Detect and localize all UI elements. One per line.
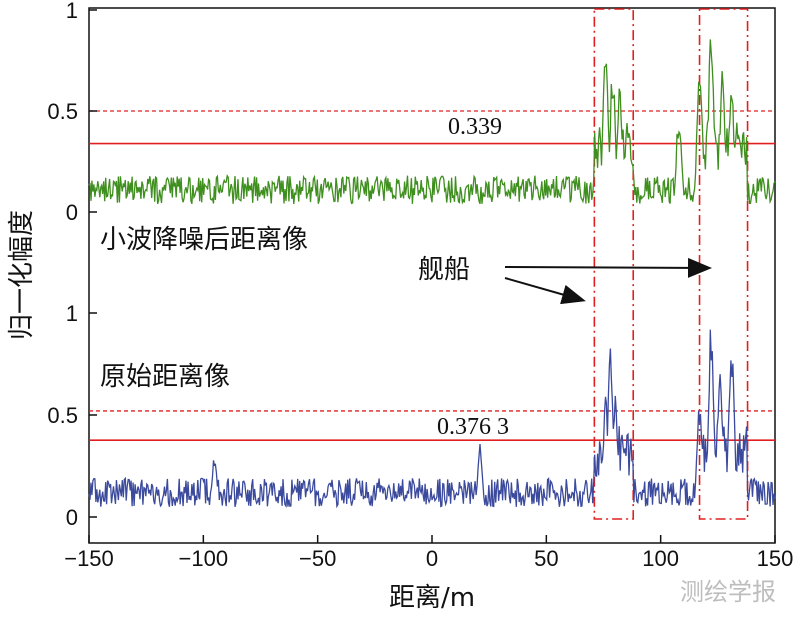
x-axis: −150 −100 −50 0 50 100 150 [64,535,793,571]
x-tick-label: −150 [64,546,114,571]
series-group [88,39,776,509]
x-tick-label: 50 [534,546,558,571]
x-axis-title: 距离/m [389,583,475,613]
arrow-to-ship2 [504,257,712,278]
series-line-1 [88,39,776,205]
y-tick-label: 1 [66,301,78,326]
threshold2-label: 0.376 3 [437,414,509,440]
series-line-2 [88,329,776,509]
panel1-label: 小波降噪后距离像 [100,225,308,255]
arrow-to-ship1 [504,277,586,305]
threshold1-label: 0.339 [448,114,502,140]
x-tick-label: 150 [757,546,794,571]
y-tick-label: 0.5 [47,403,78,428]
target-box [593,8,635,520]
x-tick-label: 0 [426,546,438,571]
x-tick-label: 100 [642,546,679,571]
y-axis-title: 归一化幅度 [7,210,37,340]
watermark: 测绘学报 [680,578,776,606]
y-tick-label: 0.5 [47,99,78,124]
panel2-label: 原始距离像 [100,362,230,392]
x-tick-label: −100 [179,546,229,571]
ship-arrows [504,257,712,305]
threshold-lines [89,110,775,442]
ship-annotation: 舰船 [418,255,470,285]
x-tick-label: −50 [299,546,336,571]
y-axis: 0 0.5 1 0 0.5 1 [47,0,97,530]
y-tick-label: 0 [66,200,78,225]
y-tick-label: 1 [66,0,78,23]
y-tick-label: 0 [66,505,78,530]
